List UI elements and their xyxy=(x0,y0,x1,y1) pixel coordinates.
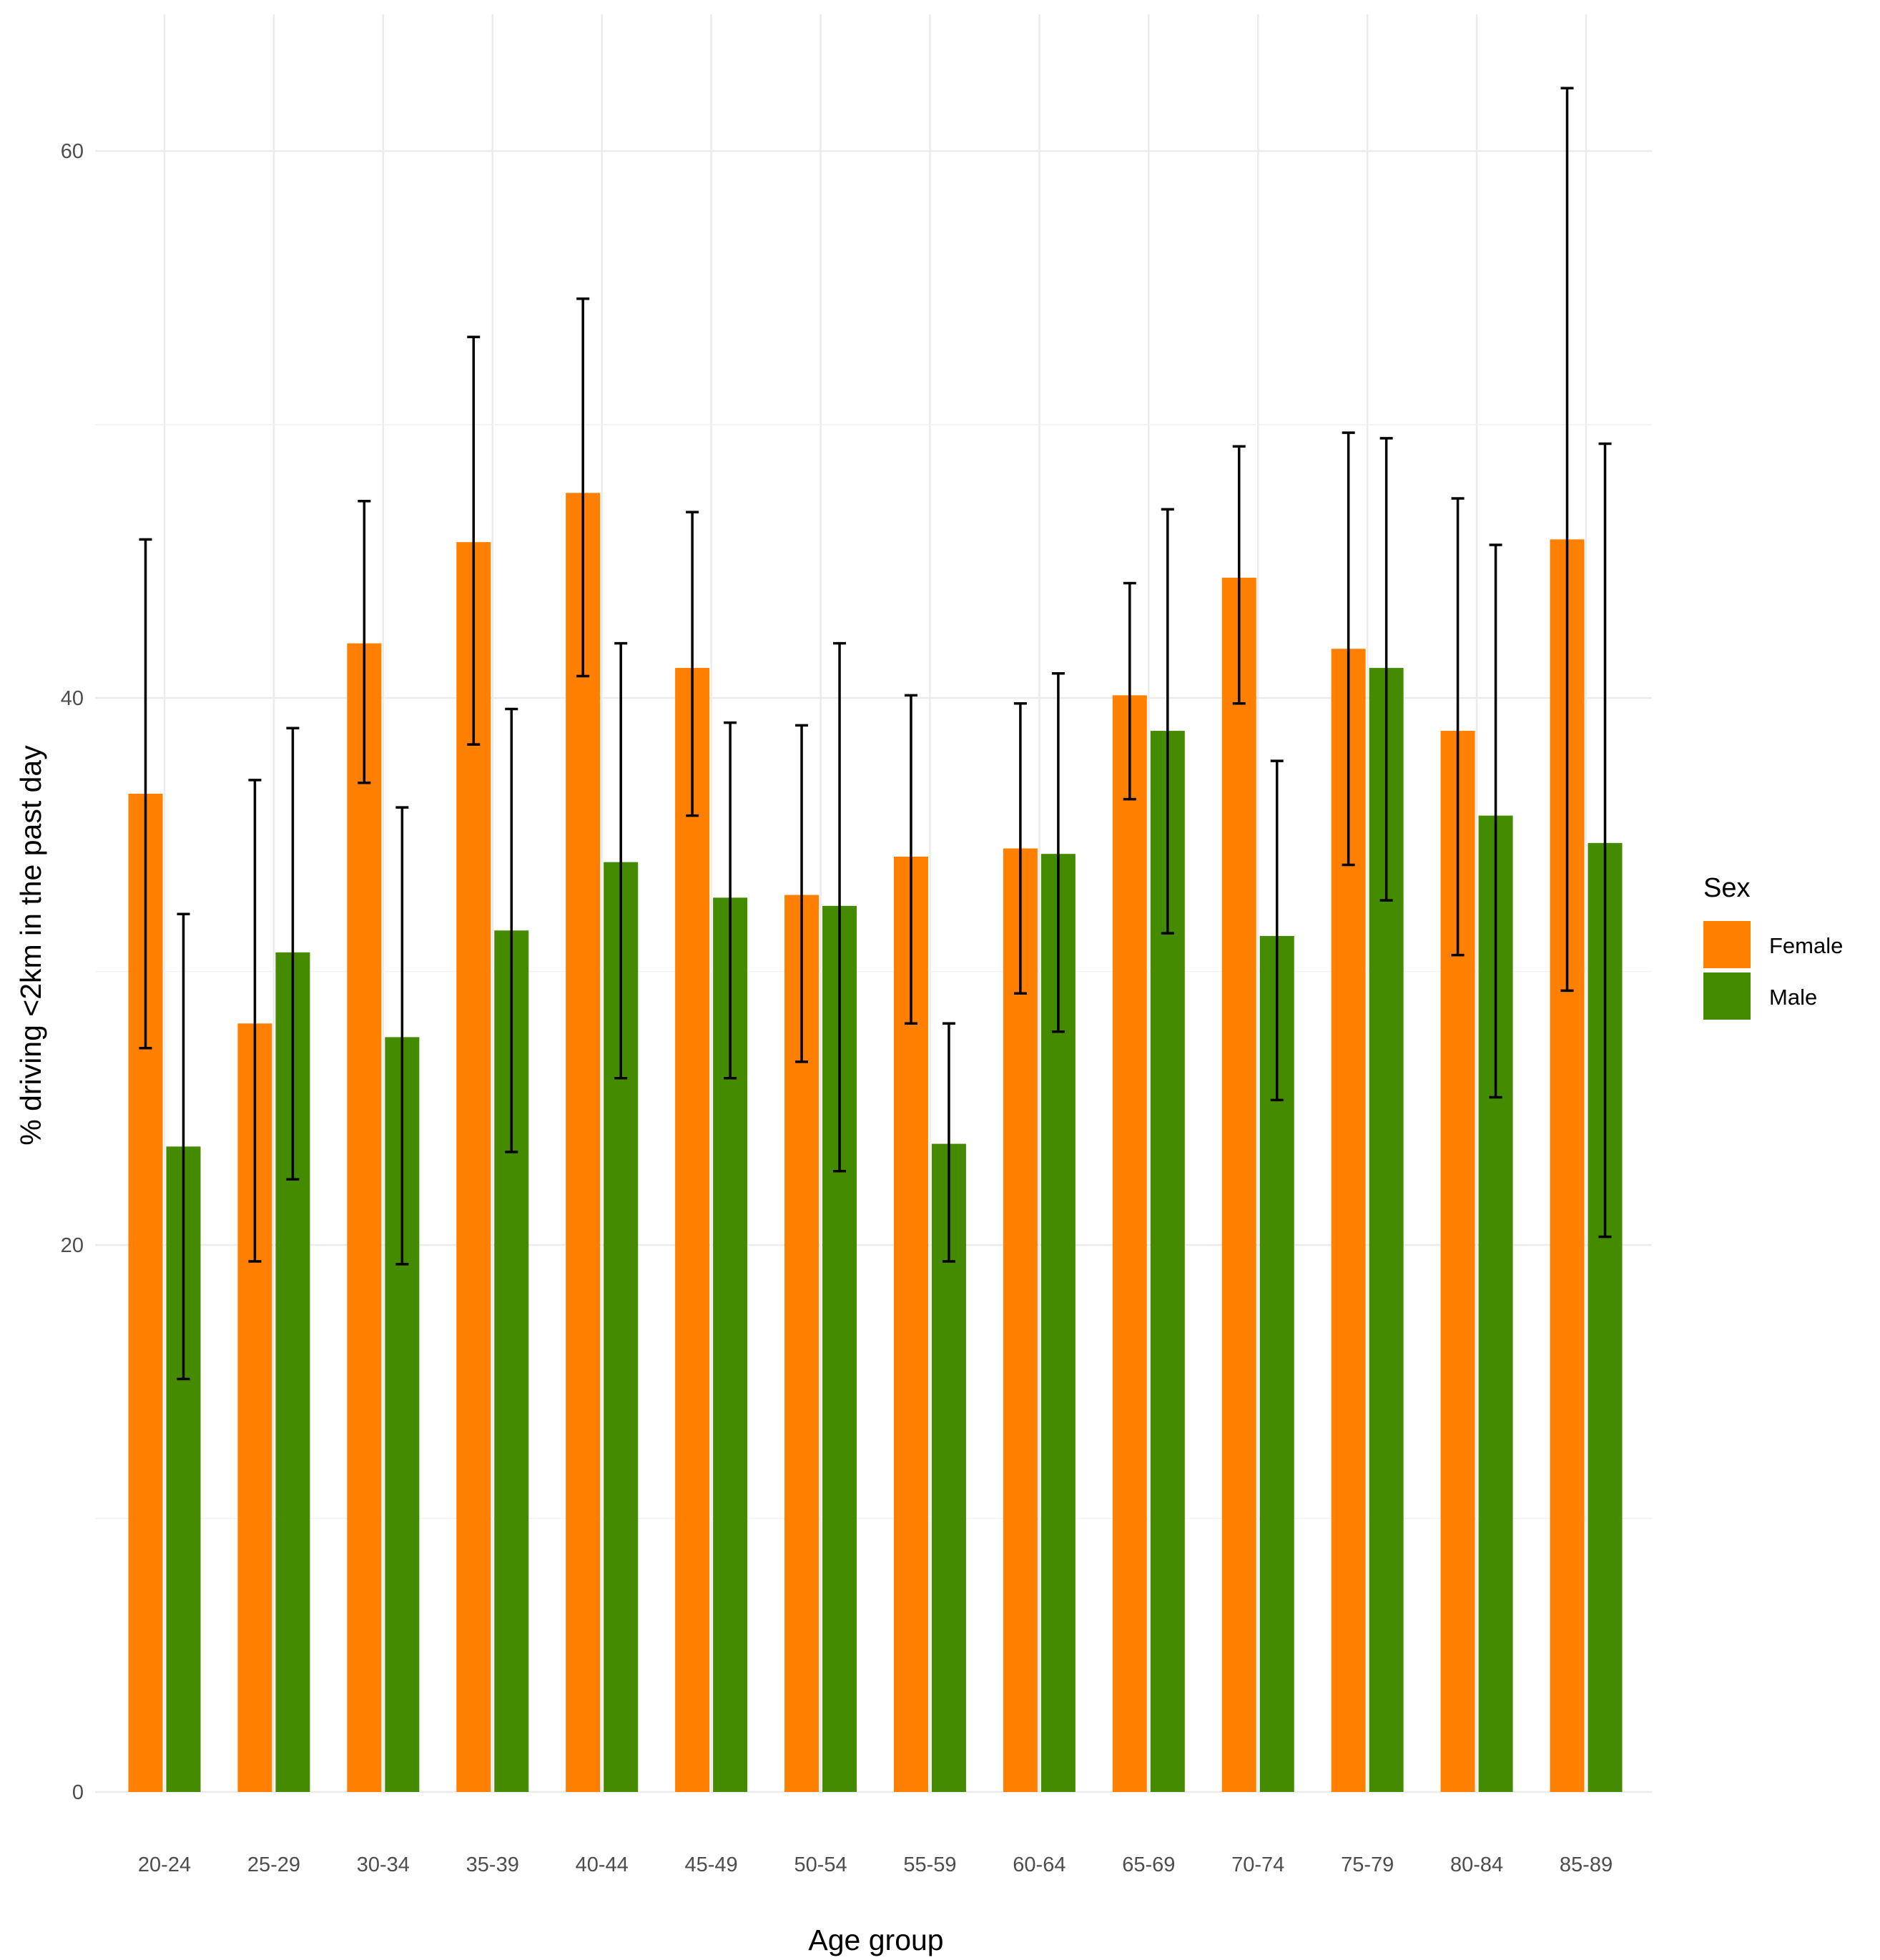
x-tick-label: 75-79 xyxy=(1341,1853,1394,1876)
bar-female-30-34 xyxy=(347,643,382,1792)
legend-swatch-female xyxy=(1703,921,1751,968)
bar-female-35-39 xyxy=(456,542,491,1792)
x-tick-label: 70-74 xyxy=(1231,1853,1284,1876)
x-tick-label: 20-24 xyxy=(138,1853,191,1876)
x-tick-label: 55-59 xyxy=(903,1853,956,1876)
error-bars xyxy=(139,87,1612,1381)
bars xyxy=(128,493,1623,1793)
legend-title: Sex xyxy=(1703,873,1750,903)
x-axis-title: Age group xyxy=(808,1924,943,1956)
x-tick-label: 40-44 xyxy=(576,1853,629,1876)
y-tick-label: 0 xyxy=(72,1781,84,1804)
y-axis-title: % driving <2km in the past day xyxy=(14,745,47,1146)
x-tick-label: 50-54 xyxy=(794,1853,847,1876)
x-tick-label: 30-34 xyxy=(357,1853,410,1876)
legend-label-female: Female xyxy=(1769,933,1843,958)
bar-female-40-44 xyxy=(566,493,601,1793)
gridlines xyxy=(95,14,1652,1793)
bar-female-65-69 xyxy=(1112,695,1147,1792)
bar-female-45-49 xyxy=(675,668,710,1793)
x-tick-label: 80-84 xyxy=(1450,1853,1503,1876)
x-tick-label: 65-69 xyxy=(1122,1853,1175,1876)
x-tick-label: 25-29 xyxy=(247,1853,300,1876)
y-tick-label: 20 xyxy=(61,1234,84,1257)
x-tick-label: 45-49 xyxy=(685,1853,738,1876)
x-tick-label: 35-39 xyxy=(466,1853,519,1876)
y-tick-label: 40 xyxy=(61,687,84,710)
bar-female-70-74 xyxy=(1221,577,1256,1792)
legend-swatch-male xyxy=(1703,972,1751,1020)
y-tick-label: 60 xyxy=(61,140,84,163)
axis-ticks: 20-24 25-29 30-34 35-39 40-44 45-49 50-54 55-59… xyxy=(61,140,1613,1876)
x-tick-label: 60-64 xyxy=(1013,1853,1066,1876)
legend-label-male: Male xyxy=(1769,985,1817,1010)
x-tick-label: 85-89 xyxy=(1560,1853,1613,1876)
bar-female-60-64 xyxy=(1003,848,1038,1792)
legend: Sex Female Male xyxy=(1703,873,1843,1020)
